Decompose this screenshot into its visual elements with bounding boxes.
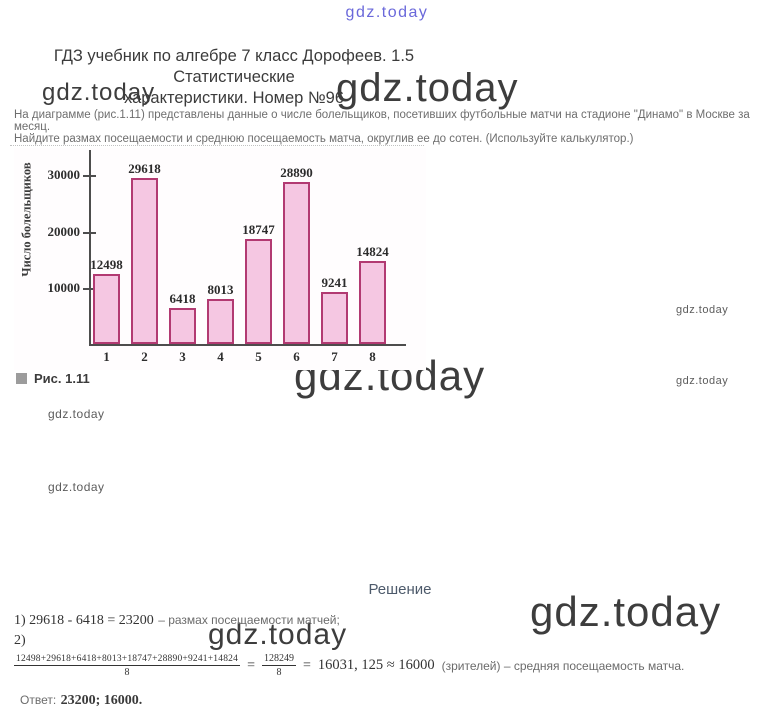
problem-text-line1: На диаграмме (рис.1.11) представлены дан…: [14, 109, 750, 133]
bar-value-label: 14824: [356, 244, 389, 259]
total-fraction-denominator: 8: [276, 667, 282, 678]
answer-line: Ответ: 23200; 16000.: [20, 691, 142, 709]
x-tick-label: 7: [331, 349, 338, 364]
watermark: gdz.today: [530, 588, 722, 635]
bar-match-7: [321, 292, 348, 344]
answer-value: 23200; 16000.: [60, 693, 143, 708]
figure-caption: Рис. 1.11: [16, 371, 90, 386]
page-title: ГДЗ учебник по алгебре 7 класс Дорофеев.…: [0, 46, 468, 109]
bar-match-5: [245, 239, 272, 344]
step1-expression: 1) 29618 - 6418 = 23200: [14, 613, 154, 628]
total-fraction-numerator: 128249: [261, 653, 296, 666]
x-tick-label: 8: [369, 349, 376, 364]
total-fraction: 128249 8: [261, 653, 296, 678]
sum-fraction-numerator: 12498+29618+6418+8013+18747+28890+9241+1…: [14, 653, 241, 666]
bar-match-3: [169, 308, 196, 344]
watermark: gdz.today: [676, 304, 729, 316]
sum-fraction-denominator: 8: [124, 666, 130, 678]
y-tick-mark: [83, 232, 96, 234]
x-tick-label: 1: [103, 349, 110, 364]
page-title-line2: характеристики. Номер №96: [124, 89, 344, 107]
answer-label: Ответ:: [20, 693, 57, 707]
x-tick-label: 6: [293, 349, 300, 364]
square-bullet-icon: [16, 373, 27, 384]
watermark: gdz.today: [676, 375, 729, 387]
bar-value-label: 9241: [321, 275, 348, 290]
y-tick-label: 30000: [47, 167, 81, 182]
site-logo: gdz.today: [345, 4, 429, 21]
attendance-bar-chart: Число болельщиков 10000 20000 30000 12498 1 2…: [14, 148, 426, 370]
sum-fraction: 12498+29618+6418+8013+18747+28890+9241+1…: [14, 653, 241, 678]
bar-value-label: 8013: [207, 282, 234, 297]
x-tick-label: 2: [141, 349, 148, 364]
bar-match-8: [359, 261, 386, 344]
equals-sign: =: [302, 657, 311, 673]
solution-formula: 12498+29618+6418+8013+18747+28890+9241+1…: [14, 653, 684, 678]
average-note: (зрителей) – средняя посещаемость матча.: [441, 658, 685, 673]
solution-step-2-label: 2): [14, 633, 26, 648]
bar-value-label: 29618: [128, 161, 161, 176]
solution-heading: Решение: [368, 581, 432, 598]
bar-match-1: [93, 274, 120, 344]
watermark: gdz.today: [208, 618, 348, 651]
y-tick-mark: [83, 288, 96, 290]
watermark: gdz.today: [42, 79, 156, 106]
bar-match-2: [131, 178, 158, 344]
bar-value-label: 6418: [169, 291, 196, 306]
bar-match-6: [283, 182, 310, 344]
y-axis-title: Число болельщиков: [19, 162, 34, 277]
bar-match-4: [207, 299, 234, 344]
bar-value-label: 12498: [90, 257, 123, 272]
x-tick-label: 5: [255, 349, 262, 364]
page-title-line1: ГДЗ учебник по алгебре 7 класс Дорофеев.…: [53, 47, 415, 86]
y-tick-label: 10000: [47, 280, 81, 295]
figure-caption-text: Рис. 1.11: [34, 371, 90, 386]
scan-top-edge: [10, 145, 424, 146]
watermark: gdz.today: [48, 407, 105, 421]
x-axis-line: [89, 344, 406, 346]
average-result: 16031, 125 ≈ 16000: [317, 657, 435, 673]
solution-step-1: 1) 29618 - 6418 = 23200 – размах посещае…: [14, 611, 340, 629]
y-tick-label: 20000: [47, 224, 81, 239]
equals-sign: =: [247, 657, 255, 673]
bar-value-label: 18747: [242, 222, 275, 237]
x-tick-label: 3: [179, 349, 186, 364]
bar-value-label: 28890: [280, 165, 313, 180]
step1-note: – размах посещаемости матчей;: [158, 613, 340, 627]
y-axis-line: [89, 150, 91, 346]
watermark: gdz.today: [336, 66, 519, 110]
watermark: gdz.today: [48, 480, 105, 494]
y-tick-mark: [83, 175, 96, 177]
x-tick-label: 4: [217, 349, 224, 364]
problem-text-line2: Найдите размах посещаемости и среднюю по…: [14, 133, 634, 145]
